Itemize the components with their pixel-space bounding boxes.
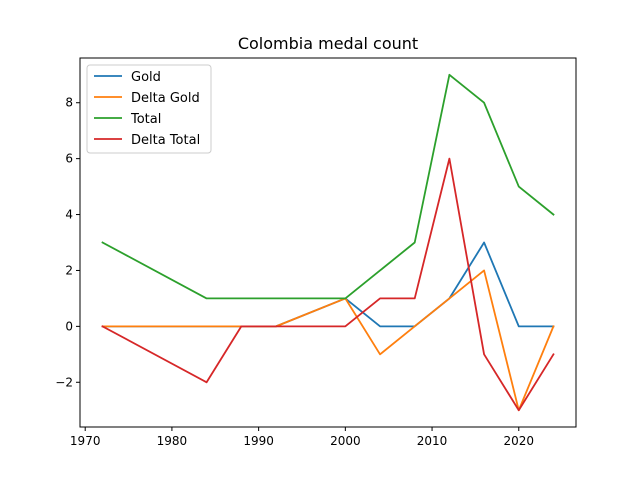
y-tick-label: −2 [55, 375, 73, 389]
legend-label-delta-gold: Delta Gold [131, 91, 200, 106]
x-tick-label: 1990 [243, 434, 274, 448]
legend-label-delta-total: Delta Total [131, 133, 200, 148]
chart-title: Colombia medal count [238, 34, 418, 53]
x-tick-label: 2020 [503, 434, 534, 448]
y-tick-label: 8 [65, 96, 73, 110]
series-line-gold [101, 241, 555, 328]
y-tick-label: 4 [65, 208, 73, 222]
plot-area-frame [79, 57, 577, 428]
legend-label-total: Total [130, 112, 161, 127]
x-tick-label: 2010 [417, 434, 448, 448]
x-tick-label: 2000 [330, 434, 361, 448]
x-axis: 1970 1980 1990 2000 2010 2020 [70, 427, 534, 448]
y-tick-label: 6 [65, 152, 73, 166]
series-line-delta-total [101, 157, 555, 412]
y-tick-label: 0 [65, 319, 73, 333]
x-tick-label: 1980 [157, 434, 188, 448]
series-line-total [101, 73, 555, 300]
series-layer [101, 73, 555, 412]
legend: Gold Delta Gold Total Delta Total [86, 64, 212, 154]
x-tick-label: 1970 [70, 434, 101, 448]
legend-label-gold: Gold [131, 70, 161, 85]
series-line-delta-gold [101, 269, 555, 412]
y-tick-label: 2 [65, 263, 73, 277]
legend-box [86, 64, 212, 154]
y-axis: −2 0 2 4 6 8 [55, 96, 80, 389]
